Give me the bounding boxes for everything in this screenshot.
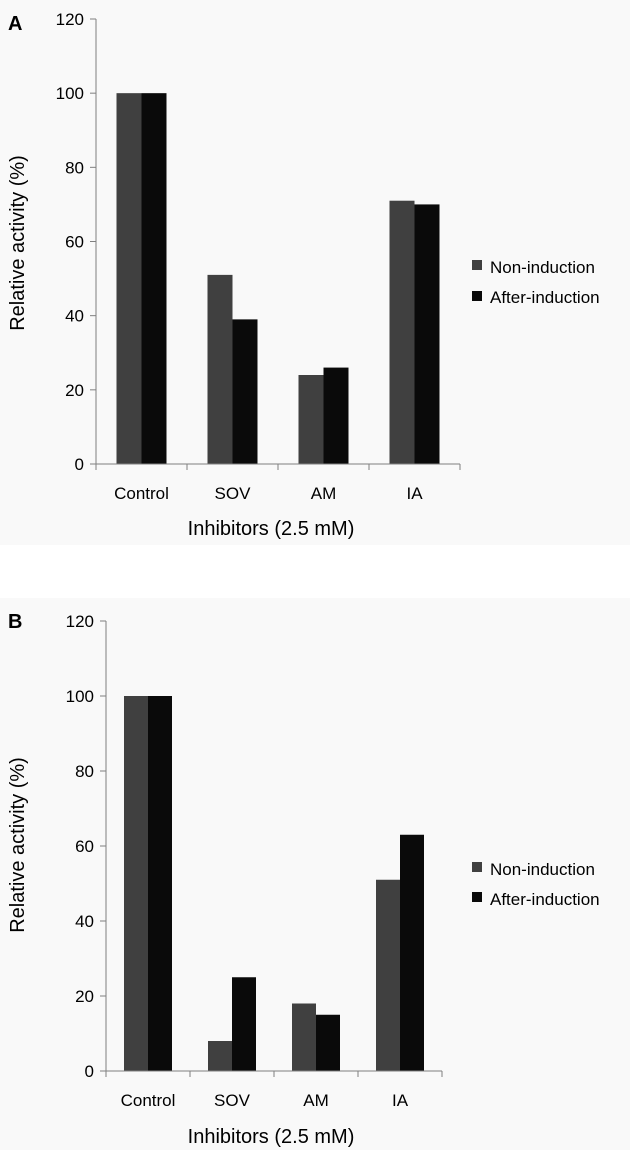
- legend-swatch-after-induction: [472, 892, 482, 902]
- chart-b-x-axis-title: Inhibitors (2.5 mM): [188, 1126, 355, 1148]
- x-tick-label: Control: [121, 1091, 176, 1110]
- x-tick-label: IA: [392, 1091, 409, 1110]
- legend-swatch-non-induction: [472, 260, 482, 270]
- y-tick-label: 20: [65, 381, 84, 400]
- x-tick-label: IA: [406, 484, 423, 503]
- y-tick-label: 40: [75, 912, 94, 931]
- y-tick-label: 20: [75, 987, 94, 1006]
- bar-after-induction-control: [148, 696, 172, 1071]
- bar-after-induction-control: [142, 93, 167, 464]
- y-tick-label: 100: [56, 84, 84, 103]
- x-tick-label: Control: [114, 484, 169, 503]
- panel-label-a: A: [8, 13, 22, 35]
- y-tick-label: 100: [66, 687, 94, 706]
- bar-non-induction-sov: [208, 275, 233, 464]
- bar-non-induction-control: [124, 696, 148, 1071]
- legend-swatch-after-induction: [472, 291, 482, 301]
- x-tick-label: SOV: [215, 484, 252, 503]
- y-tick-label: 120: [56, 10, 84, 29]
- legend-label-non-induction: Non-induction: [490, 258, 595, 277]
- bar-non-induction-am: [299, 375, 324, 464]
- bar-non-induction-ia: [390, 201, 415, 464]
- chart-a-x-axis-title: Inhibitors (2.5 mM): [188, 518, 355, 540]
- bar-after-induction-sov: [233, 319, 258, 464]
- bar-after-induction-ia: [415, 204, 440, 464]
- y-tick-label: 60: [65, 233, 84, 252]
- chart-panel-b: B Relative activity (%) Inhibitors (2.5 …: [0, 598, 630, 1150]
- y-tick-label: 40: [65, 307, 84, 326]
- bar-non-induction-control: [117, 93, 142, 464]
- y-tick-label: 60: [75, 837, 94, 856]
- panel-label-b: B: [8, 611, 22, 633]
- y-tick-label: 120: [66, 612, 94, 631]
- bar-non-induction-sov: [208, 1041, 232, 1071]
- y-tick-label: 0: [75, 455, 84, 474]
- chart-panel-a: A Relative activity (%) Inhibitors (2.5 …: [0, 0, 630, 545]
- y-tick-label: 80: [65, 158, 84, 177]
- y-tick-label: 80: [75, 762, 94, 781]
- x-tick-label: AM: [311, 484, 337, 503]
- bar-non-induction-ia: [376, 880, 400, 1071]
- y-tick-label: 0: [85, 1062, 94, 1081]
- bar-after-induction-sov: [232, 977, 256, 1071]
- legend-label-non-induction: Non-induction: [490, 860, 595, 879]
- bar-non-induction-am: [292, 1004, 316, 1072]
- chart-b-y-axis-title: Relative activity (%): [7, 757, 29, 933]
- bar-after-induction-ia: [400, 835, 424, 1071]
- legend-label-after-induction: After-induction: [490, 890, 600, 909]
- legend-swatch-non-induction: [472, 862, 482, 872]
- x-tick-label: SOV: [214, 1091, 251, 1110]
- chart-a-y-axis-title: Relative activity (%): [7, 155, 29, 331]
- bar-after-induction-am: [324, 368, 349, 464]
- x-tick-label: AM: [303, 1091, 329, 1110]
- legend-label-after-induction: After-induction: [490, 288, 600, 307]
- bar-after-induction-am: [316, 1015, 340, 1071]
